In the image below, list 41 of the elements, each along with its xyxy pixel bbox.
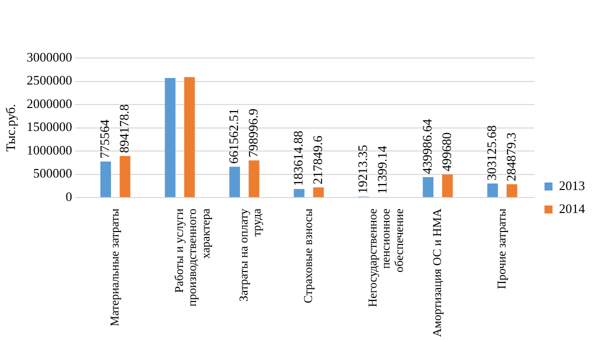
data-label: 303125.68 xyxy=(484,125,500,180)
y-tick-label: 3000000 xyxy=(26,49,72,64)
bar xyxy=(164,78,176,198)
bar xyxy=(487,183,498,198)
legend-label: 2013 xyxy=(559,178,585,193)
x-tick-label: Затраты на оплату труда xyxy=(236,208,264,302)
data-label: 19213.35 xyxy=(355,144,370,194)
x-tick-label: Прочие затраты xyxy=(494,208,508,290)
bar xyxy=(100,161,111,198)
y-axis-title: Тыс.руб. xyxy=(3,104,18,152)
y-tick-label: 2500000 xyxy=(26,72,72,88)
x-tick-label: Негосударственное пенсионное обеспечение xyxy=(365,208,406,308)
data-label: 183614.88 xyxy=(290,130,306,186)
data-label: 11399.14 xyxy=(374,145,390,194)
data-label: 894178.8 xyxy=(116,104,132,153)
data-label: 499680 xyxy=(438,132,454,172)
bar xyxy=(184,77,195,198)
x-tick-label: Материальные затраты xyxy=(108,208,122,326)
bar xyxy=(294,189,304,198)
y-tick-label: 500000 xyxy=(33,166,72,181)
x-tick-label: Работы и услуги производственного характера xyxy=(172,208,212,306)
data-label: 284879.3 xyxy=(503,132,518,182)
bar xyxy=(229,166,240,198)
bar xyxy=(506,184,518,198)
data-label: 661562.51 xyxy=(226,108,242,164)
data-label: 775564 xyxy=(97,118,112,158)
bar xyxy=(120,156,130,198)
y-tick-label: 1500000 xyxy=(26,119,72,134)
bar xyxy=(248,160,260,198)
x-tick-label: Страховые взносы xyxy=(300,208,315,304)
data-label: 798996.9 xyxy=(245,108,260,158)
y-tick-label: 2000000 xyxy=(26,96,72,111)
bar xyxy=(442,174,453,198)
y-tick-label: 1000000 xyxy=(26,142,72,158)
bar xyxy=(422,177,434,198)
x-tick-label: Амортизация ОС и НМА xyxy=(430,208,444,337)
legend-label: 2014 xyxy=(559,200,586,216)
y-tick-label: 0 xyxy=(66,188,72,204)
data-label: 217849.6 xyxy=(310,135,325,184)
bar xyxy=(313,187,324,198)
data-label: 439986.64 xyxy=(420,118,435,174)
